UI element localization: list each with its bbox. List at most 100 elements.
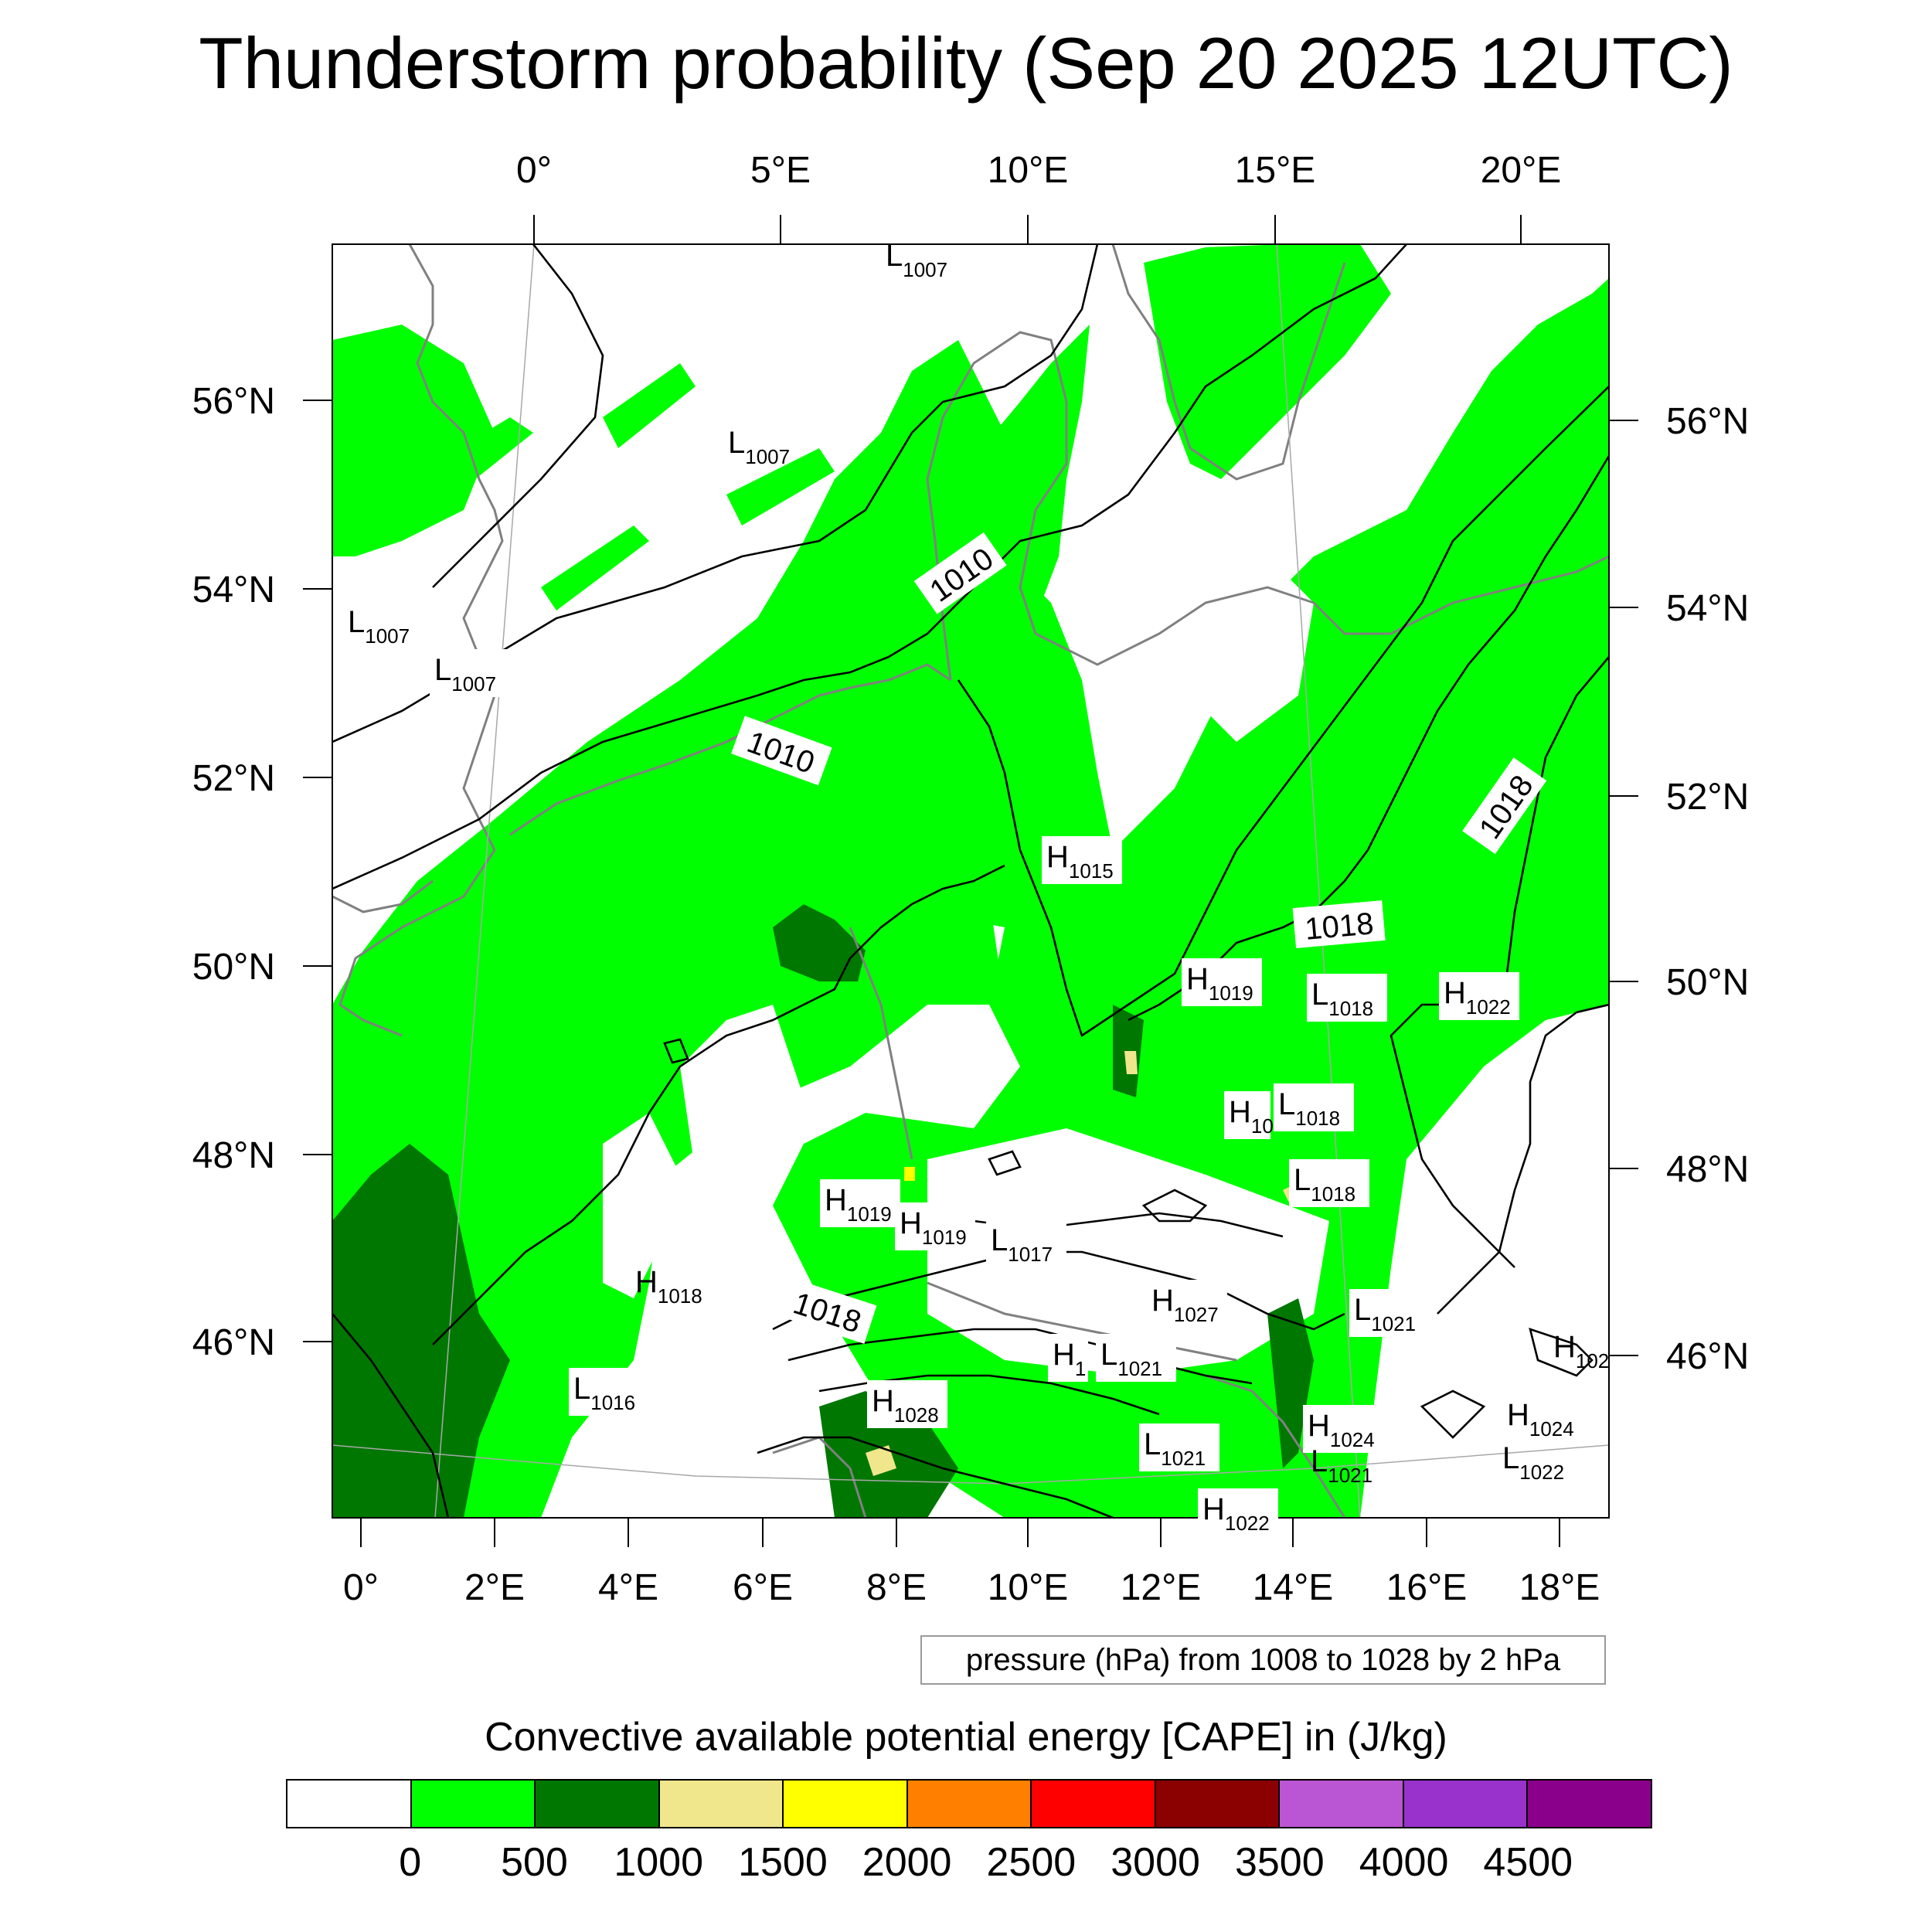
isobar-alps-3 <box>818 1374 1160 1416</box>
svg-text:H1019: H1019 <box>1186 962 1253 1005</box>
right-axis: 56°N 54°N 52°N 50°N 48°N 46°N <box>1666 401 1749 1377</box>
colorbar-tick-label: 3000 <box>1111 1840 1200 1885</box>
colorbar-tick-label: 1000 <box>614 1840 704 1885</box>
colorbar-swatch <box>1403 1781 1529 1827</box>
pressure-centers: L1007 L1007 L1007 L1007 H1015 H1019 L101… <box>343 239 1609 1535</box>
bottom-axis-label: 8°E <box>866 1567 927 1608</box>
cape-1000-1500-spot-1 <box>1124 1051 1138 1074</box>
isobar-labels: 1010 1010 1018 1018 1018 <box>731 532 1547 1344</box>
svg-text:L1018: L1018 <box>1294 1163 1355 1206</box>
isobar-alps-4 <box>757 1436 1114 1518</box>
isobar-east-3 <box>1437 1003 1609 1315</box>
colorbar-ticks: 0 500 1000 1500 2000 2500 3000 3500 4000 4500 <box>0 1839 1932 1893</box>
isobar-1010 <box>332 244 1407 890</box>
top-axis-label: 0° <box>516 150 552 191</box>
center-value: 1007 <box>365 624 410 648</box>
center-value: 1007 <box>745 445 790 468</box>
isobar-alps-2 <box>787 1328 1253 1385</box>
map-frame <box>332 243 1610 1519</box>
center-letter: L <box>886 239 903 273</box>
isobar-loop-1 <box>1141 1189 1208 1223</box>
center-value: 102 <box>1576 1349 1609 1372</box>
center-letter: L <box>1354 1293 1371 1327</box>
right-axis-label: 46°N <box>1666 1336 1749 1377</box>
isobar-alps-1 <box>772 1250 1345 1331</box>
center-value: 1018 <box>658 1284 702 1308</box>
center-letter: L <box>434 653 451 687</box>
center-letter: H <box>1046 840 1069 874</box>
left-axis-label: 46°N <box>192 1322 275 1363</box>
cape-500-1000-benelux <box>773 904 866 981</box>
center-value: 1018 <box>1311 1182 1355 1206</box>
center-value: 1007 <box>451 672 496 696</box>
cape-500-1000-dinaric <box>1267 1298 1314 1468</box>
colorbar-tick-label: 500 <box>501 1840 568 1885</box>
center-value: 10 <box>1251 1114 1274 1138</box>
center-letter: H <box>635 1265 658 1299</box>
center-letter: L <box>573 1372 590 1406</box>
isobar-1018 <box>432 864 1005 1345</box>
coastline-ligurian <box>772 1436 867 1518</box>
svg-text:L1007: L1007 <box>728 426 790 468</box>
center-value: 1021 <box>1161 1447 1206 1470</box>
colorbar-tick-label: 2000 <box>862 1840 952 1885</box>
low-cape-zone-1 <box>603 1113 680 1298</box>
svg-text:H1019: H1019 <box>825 1183 892 1226</box>
colorbar-tick-label: 3500 <box>1234 1840 1325 1885</box>
center-letter: H <box>1308 1409 1330 1443</box>
coastline-netherlands <box>509 663 951 836</box>
center-value: 1019 <box>847 1202 892 1226</box>
center-value: 1021 <box>1328 1464 1372 1487</box>
svg-text:L1022: L1022 <box>1502 1441 1564 1484</box>
bottom-axis-label: 10°E <box>988 1567 1069 1608</box>
svg-text:L1018: L1018 <box>1278 1087 1340 1130</box>
center-letter: H <box>825 1183 847 1217</box>
center-value: 1016 <box>590 1391 635 1414</box>
center-letter: H <box>1444 976 1466 1010</box>
colorbar-swatch <box>784 1781 908 1827</box>
svg-text:L1021: L1021 <box>1144 1427 1206 1470</box>
colorbar-swatch <box>287 1781 412 1827</box>
bottom-axis-label: 6°E <box>733 1567 793 1608</box>
center-value: 1027 <box>1174 1303 1219 1326</box>
meridian-0 <box>434 244 535 1518</box>
center-value: 1028 <box>894 1403 939 1427</box>
svg-text:L1017: L1017 <box>991 1223 1053 1266</box>
coastline-france-west <box>332 879 434 913</box>
top-axis-label: 5°E <box>750 150 811 191</box>
svg-text:L1016: L1016 <box>573 1372 635 1414</box>
coastline-britain <box>338 244 504 1037</box>
colorbar-swatch <box>1280 1781 1404 1827</box>
center-value: 1022 <box>1225 1512 1270 1535</box>
svg-text:L1018: L1018 <box>1311 978 1373 1020</box>
center-letter: H <box>1053 1338 1075 1372</box>
bottom-axis-label: 16°E <box>1386 1567 1468 1608</box>
coastline-jutland <box>926 331 1068 681</box>
center-value: 1019 <box>1209 981 1253 1005</box>
colorbar-swatch <box>536 1781 660 1827</box>
left-axis-label: 54°N <box>192 570 275 611</box>
colorbar-title: Convective available potential energy [C… <box>485 1715 1447 1760</box>
left-axis-label: 50°N <box>192 947 275 988</box>
cape-1500-2000-spot <box>904 1167 915 1181</box>
svg-text:L1007: L1007 <box>434 653 496 696</box>
svg-text:L1021: L1021 <box>1100 1338 1162 1380</box>
colorbar-swatch <box>1528 1781 1651 1827</box>
center-value: 1017 <box>1008 1243 1053 1266</box>
center-letter: H <box>1151 1284 1174 1318</box>
isobar-loop-2 <box>988 1150 1022 1176</box>
meridian-15e <box>1276 244 1361 1518</box>
center-value: 1015 <box>1069 859 1114 883</box>
coastline-baltic <box>1035 555 1609 666</box>
colorbar-tick-label: 0 <box>399 1840 422 1885</box>
isobars <box>332 244 1609 1518</box>
right-axis-label: 52°N <box>1666 777 1749 818</box>
top-axis-label: 15°E <box>1235 150 1316 191</box>
right-axis-label: 54°N <box>1666 588 1749 629</box>
center-letter: H <box>1507 1398 1529 1432</box>
svg-text:L1007: L1007 <box>886 239 947 281</box>
center-letter: H <box>1202 1492 1225 1526</box>
right-axis-label: 50°N <box>1666 962 1749 1003</box>
center-letter: L <box>1311 1444 1328 1478</box>
cape-area-northeast <box>1144 244 1391 479</box>
